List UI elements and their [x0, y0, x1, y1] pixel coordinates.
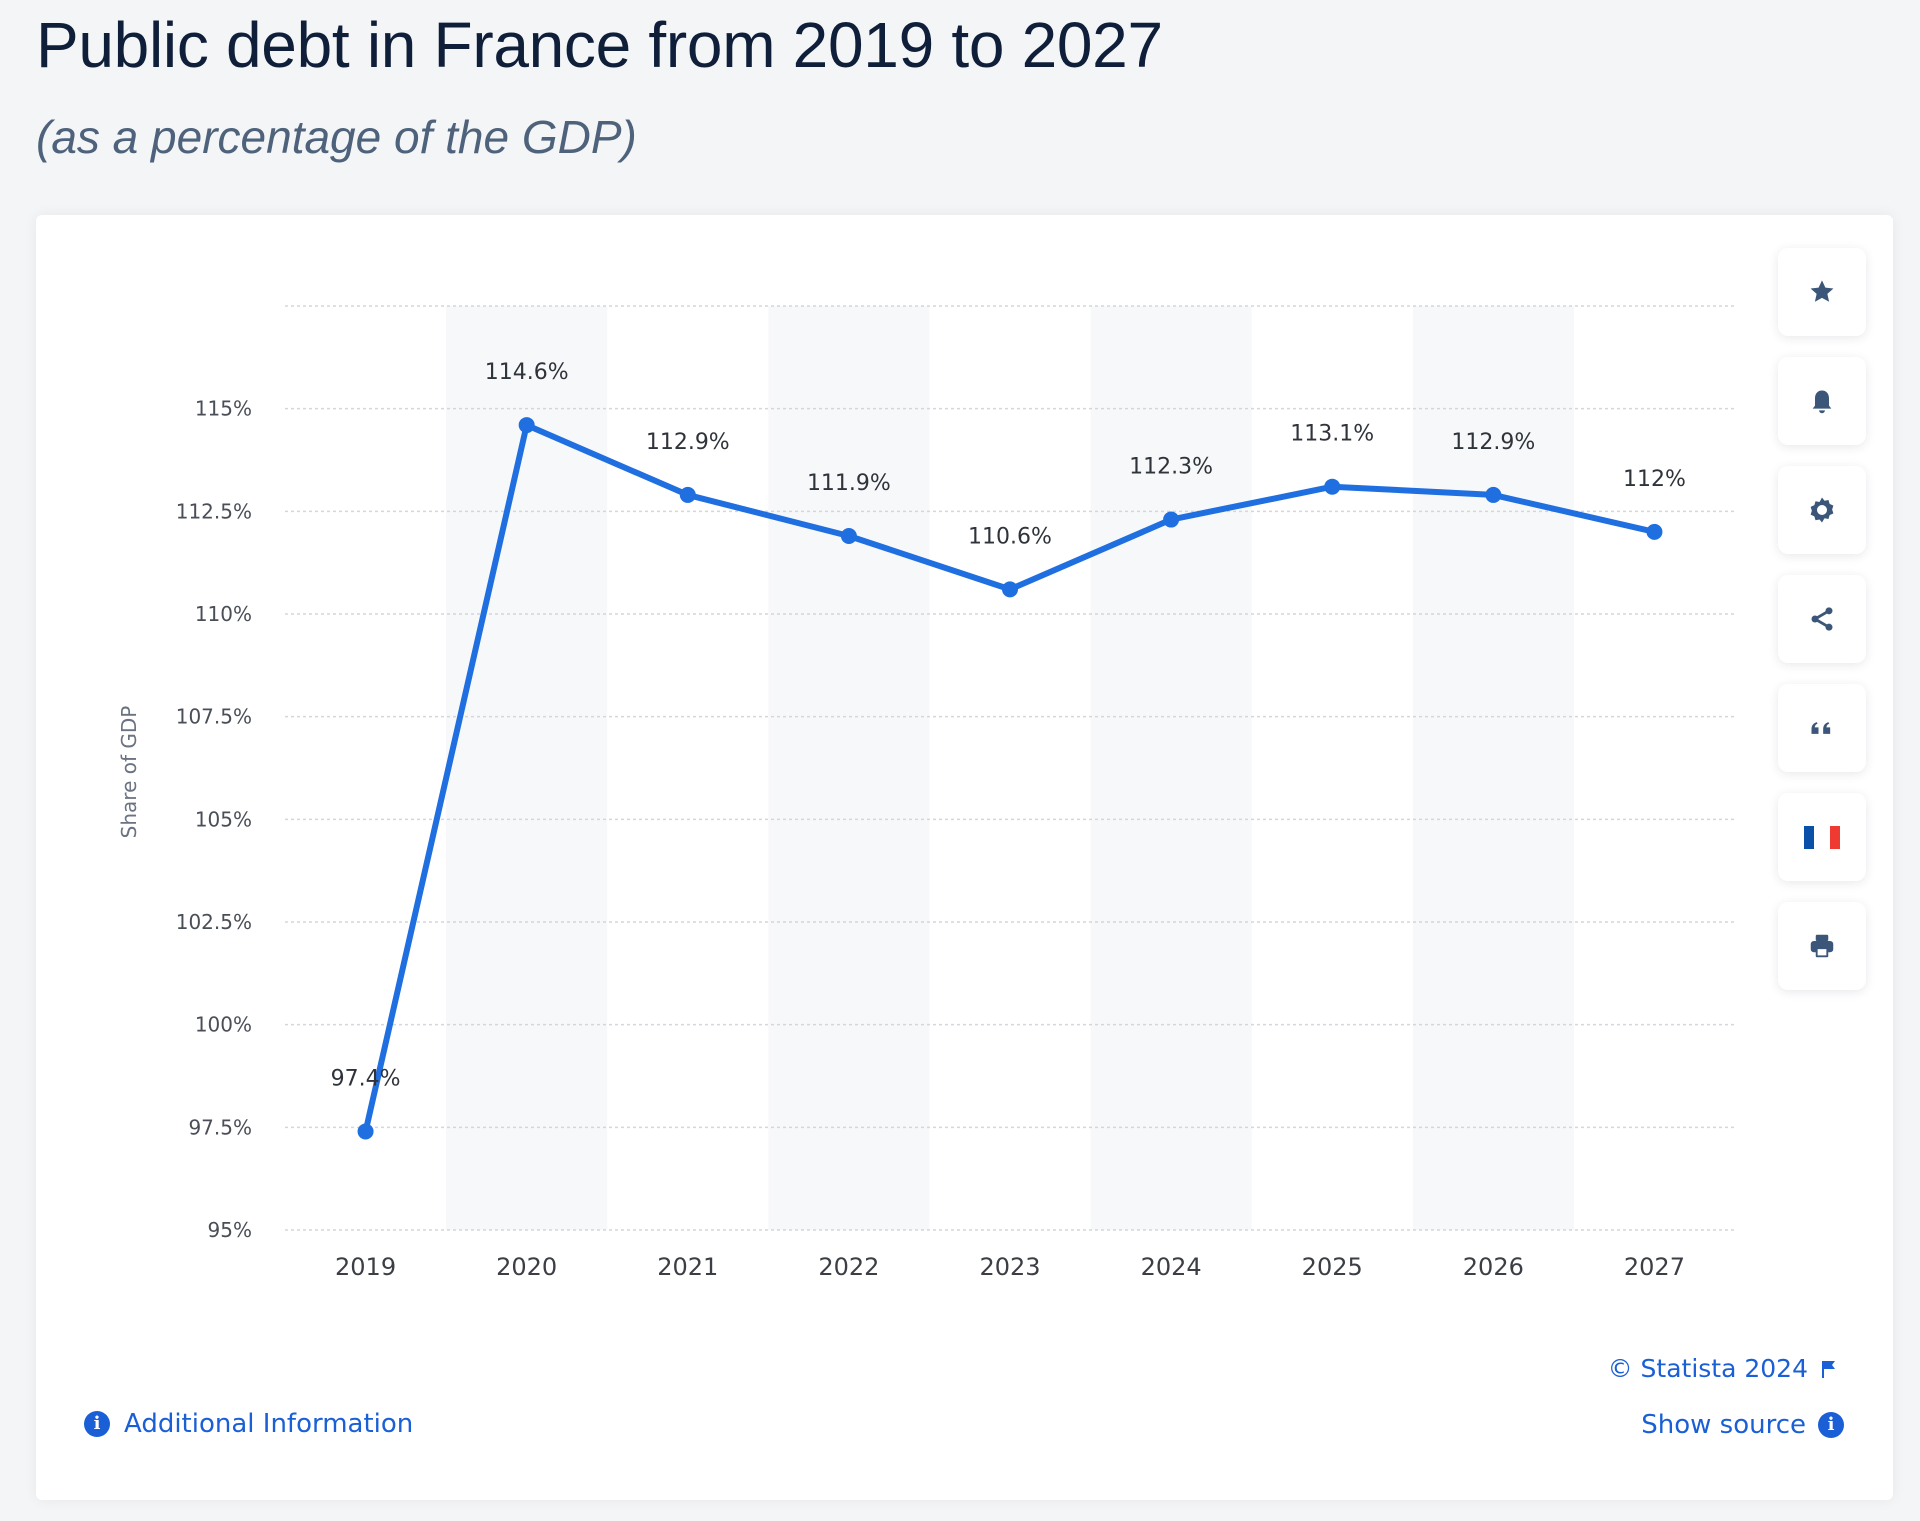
data-point[interactable]	[1485, 486, 1502, 503]
x-tick-label: 2026	[1463, 1253, 1524, 1281]
y-tick-label: 105%	[195, 807, 252, 831]
y-tick-label: 100%	[195, 1013, 252, 1037]
chart-toolbar	[1778, 248, 1866, 1011]
chart-card	[36, 215, 1893, 1500]
france-flag-icon	[1804, 826, 1840, 849]
category-band	[1412, 306, 1574, 1230]
x-axis-ticks: 2019 2020 2021 2022 2023 2024 2025 2026 2027	[335, 1253, 1685, 1281]
additional-information-link[interactable]: i Additional Information	[84, 1409, 413, 1439]
printer-icon	[1810, 934, 1834, 958]
copyright-label: © Statista 2024	[1607, 1354, 1808, 1383]
data-point[interactable]	[1324, 478, 1341, 495]
statista-copyright-link[interactable]: © Statista 2024	[1608, 1354, 1838, 1383]
info-icon: i	[1818, 1412, 1844, 1438]
data-point[interactable]	[1646, 523, 1663, 540]
y-tick-label: 102.5%	[176, 910, 252, 934]
data-point[interactable]	[679, 486, 696, 503]
data-label: 112.9%	[646, 430, 730, 455]
info-icon: i	[84, 1411, 110, 1437]
share-button[interactable]	[1778, 575, 1866, 663]
cite-button[interactable]	[1778, 684, 1866, 772]
show-source-link[interactable]: Show source i	[1641, 1410, 1844, 1440]
gear-icon	[1810, 497, 1834, 523]
x-tick-label: 2022	[818, 1253, 879, 1281]
category-band	[446, 306, 608, 1230]
quote-icon	[1811, 722, 1831, 734]
star-icon	[1810, 280, 1834, 302]
y-tick-label: 110%	[195, 602, 252, 626]
y-tick-label: 115%	[195, 397, 252, 421]
y-tick-label: 95%	[208, 1218, 252, 1242]
x-tick-label: 2023	[979, 1253, 1040, 1281]
x-tick-label: 2021	[657, 1253, 718, 1281]
gridlines	[285, 305, 1735, 1231]
data-point[interactable]	[518, 417, 535, 434]
data-label: 97.4%	[331, 1066, 401, 1091]
y-tick-label: 97.5%	[188, 1115, 252, 1139]
y-axis-ticks: 95% 97.5% 100% 102.5% 105% 107.5% 110% 112.5% 11…	[176, 397, 252, 1242]
category-band	[1090, 306, 1252, 1230]
x-tick-label: 2027	[1624, 1253, 1685, 1281]
show-source-label: Show source	[1641, 1410, 1806, 1440]
alternating-bands	[446, 306, 1574, 1230]
settings-button[interactable]	[1778, 466, 1866, 554]
y-tick-label: 107.5%	[176, 705, 252, 729]
share-icon	[1811, 607, 1833, 631]
flag-icon	[1822, 1360, 1835, 1378]
x-tick-label: 2020	[496, 1253, 557, 1281]
data-label: 112.9%	[1451, 430, 1535, 455]
data-point[interactable]	[1163, 511, 1180, 528]
data-labels: 97.4% 114.6% 112.9% 111.9% 110.6% 112.3% 113.1…	[331, 360, 1686, 1091]
data-label: 114.6%	[485, 360, 569, 385]
chart-subtitle: (as a percentage of the GDP)	[36, 111, 637, 163]
x-tick-label: 2024	[1141, 1253, 1202, 1281]
y-tick-label: 112.5%	[176, 499, 252, 523]
data-label: 112%	[1623, 467, 1686, 492]
data-points	[357, 417, 1663, 1140]
data-point[interactable]	[357, 1123, 374, 1140]
x-tick-label: 2019	[335, 1253, 396, 1281]
print-button[interactable]	[1778, 902, 1866, 990]
bell-icon	[1812, 390, 1832, 414]
data-label: 113.1%	[1290, 422, 1374, 447]
y-axis-label: Share of GDP	[117, 706, 141, 839]
notification-button[interactable]	[1778, 357, 1866, 445]
category-band	[768, 306, 930, 1230]
language-button[interactable]	[1778, 793, 1866, 881]
data-label: 111.9%	[807, 471, 891, 496]
chart-title: Public debt in France from 2019 to 2027	[36, 9, 1163, 81]
data-point[interactable]	[1002, 581, 1018, 598]
x-tick-label: 2025	[1302, 1253, 1363, 1281]
additional-information-label: Additional Information	[124, 1409, 414, 1439]
data-label: 110.6%	[968, 524, 1052, 549]
data-point[interactable]	[840, 527, 857, 544]
favorite-button[interactable]	[1778, 248, 1866, 336]
data-label: 112.3%	[1129, 455, 1213, 480]
